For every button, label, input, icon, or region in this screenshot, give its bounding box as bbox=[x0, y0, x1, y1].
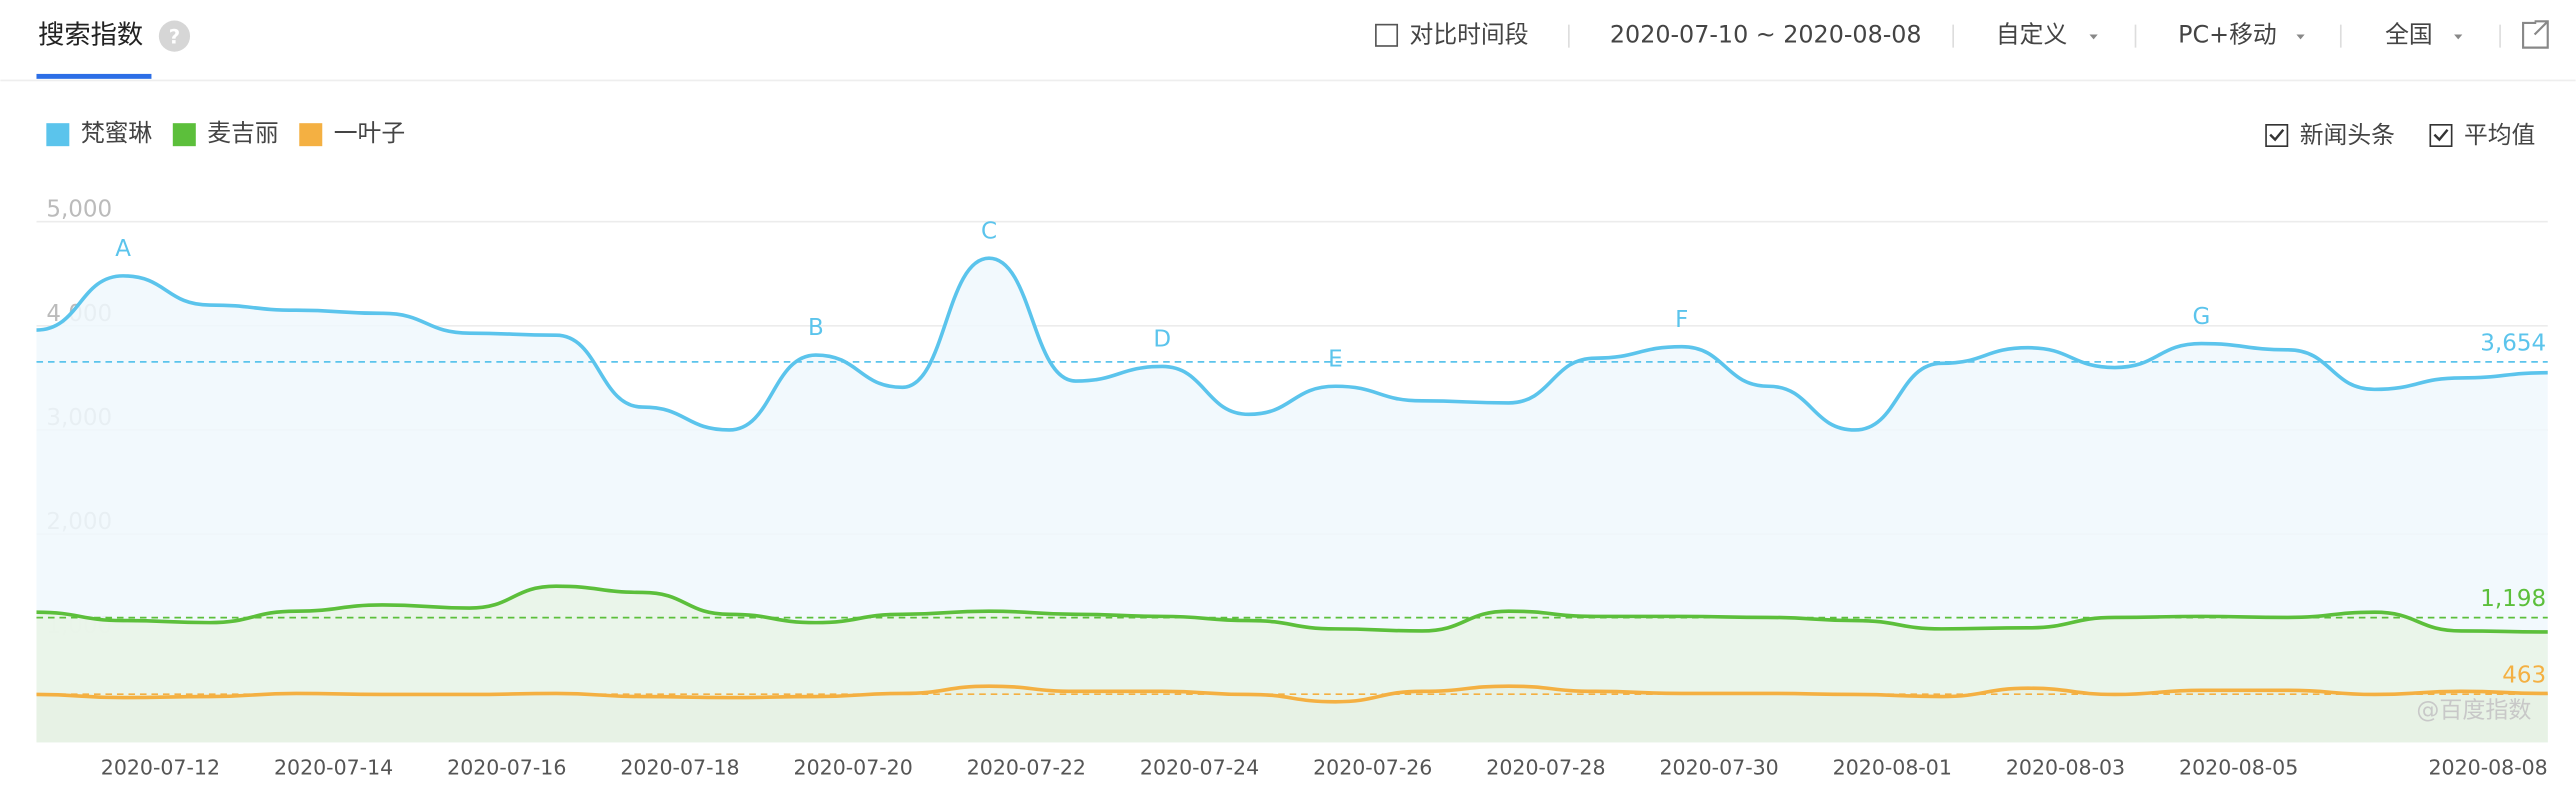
export-icon[interactable] bbox=[2522, 20, 2549, 49]
compare-checkbox[interactable] bbox=[1375, 23, 1399, 47]
help-icon[interactable] bbox=[158, 20, 191, 52]
legend-label: 麦吉丽 bbox=[207, 119, 278, 147]
news-marker: D bbox=[1153, 327, 1171, 353]
x-tick-label: 2020-07-22 bbox=[967, 756, 1086, 780]
x-tick-label: 2020-07-12 bbox=[101, 756, 220, 780]
x-tick-label: 2020-07-14 bbox=[274, 756, 393, 780]
tab-underline bbox=[36, 73, 152, 79]
x-tick-label: 2020-07-20 bbox=[794, 756, 913, 780]
compare-label[interactable]: 对比时间段 bbox=[1410, 21, 1529, 49]
average-label: 463 bbox=[2502, 663, 2546, 689]
help-text: ? bbox=[169, 25, 180, 48]
news-label[interactable]: 新闻头条 bbox=[2300, 121, 2395, 149]
legend-swatch bbox=[46, 123, 70, 147]
x-tick-label: 2020-08-01 bbox=[1833, 756, 1952, 780]
news-marker: A bbox=[115, 236, 131, 262]
average-label: 3,654 bbox=[2480, 330, 2546, 356]
watermark: @百度指数 bbox=[2416, 698, 2531, 724]
dropdown-arrow bbox=[2296, 34, 2305, 40]
x-tick-label: 2020-07-24 bbox=[1140, 756, 1259, 780]
series-area bbox=[36, 686, 2548, 743]
x-tick-label: 2020-07-26 bbox=[1313, 756, 1432, 780]
device-select[interactable]: PC+移动 bbox=[2178, 21, 2277, 49]
legend-label: 梵蜜琳 bbox=[81, 119, 153, 147]
checkmark bbox=[2269, 128, 2285, 142]
series-line bbox=[36, 256, 2548, 432]
x-tick-label: 2020-07-18 bbox=[620, 756, 739, 780]
x-tick-label: 2020-07-16 bbox=[447, 756, 566, 780]
legend-label: 一叶子 bbox=[334, 119, 405, 147]
series-line bbox=[36, 684, 2548, 704]
x-tick-label: 2020-08-05 bbox=[2179, 756, 2298, 780]
x-tick-label: 2020-08-03 bbox=[2006, 756, 2125, 780]
news-marker: B bbox=[808, 315, 824, 341]
period-select[interactable]: 自定义 bbox=[1996, 21, 2067, 49]
y-tick-label: 5,000 bbox=[46, 197, 112, 223]
news-checkbox[interactable] bbox=[2265, 124, 2289, 147]
x-tick-label: 2020-07-28 bbox=[1486, 756, 1605, 780]
legend-swatch bbox=[172, 123, 196, 147]
date-range[interactable]: 2020-07-10 ~ 2020-08-08 bbox=[1610, 21, 1922, 49]
x-tick-label: 2020-07-30 bbox=[1659, 756, 1778, 780]
news-marker: E bbox=[1328, 346, 1343, 372]
average-checkbox[interactable] bbox=[2429, 124, 2453, 147]
news-marker: C bbox=[981, 218, 997, 244]
average-label: 1,198 bbox=[2480, 586, 2546, 612]
dropdown-arrow bbox=[2454, 34, 2463, 40]
tab-title[interactable]: 搜索指数 bbox=[38, 21, 143, 51]
news-marker: F bbox=[1675, 307, 1688, 333]
plot-area: 1,0002,0003,0004,0005,0002020-07-122020-… bbox=[36, 197, 2548, 780]
news-marker: G bbox=[2192, 304, 2210, 330]
average-label[interactable]: 平均值 bbox=[2464, 121, 2535, 149]
checkmark bbox=[2433, 128, 2449, 142]
x-tick-label: 2020-08-08 bbox=[2428, 756, 2547, 780]
legend-swatch bbox=[299, 123, 323, 147]
dropdown-arrow bbox=[2089, 34, 2098, 40]
region-select[interactable]: 全国 bbox=[2385, 21, 2433, 49]
